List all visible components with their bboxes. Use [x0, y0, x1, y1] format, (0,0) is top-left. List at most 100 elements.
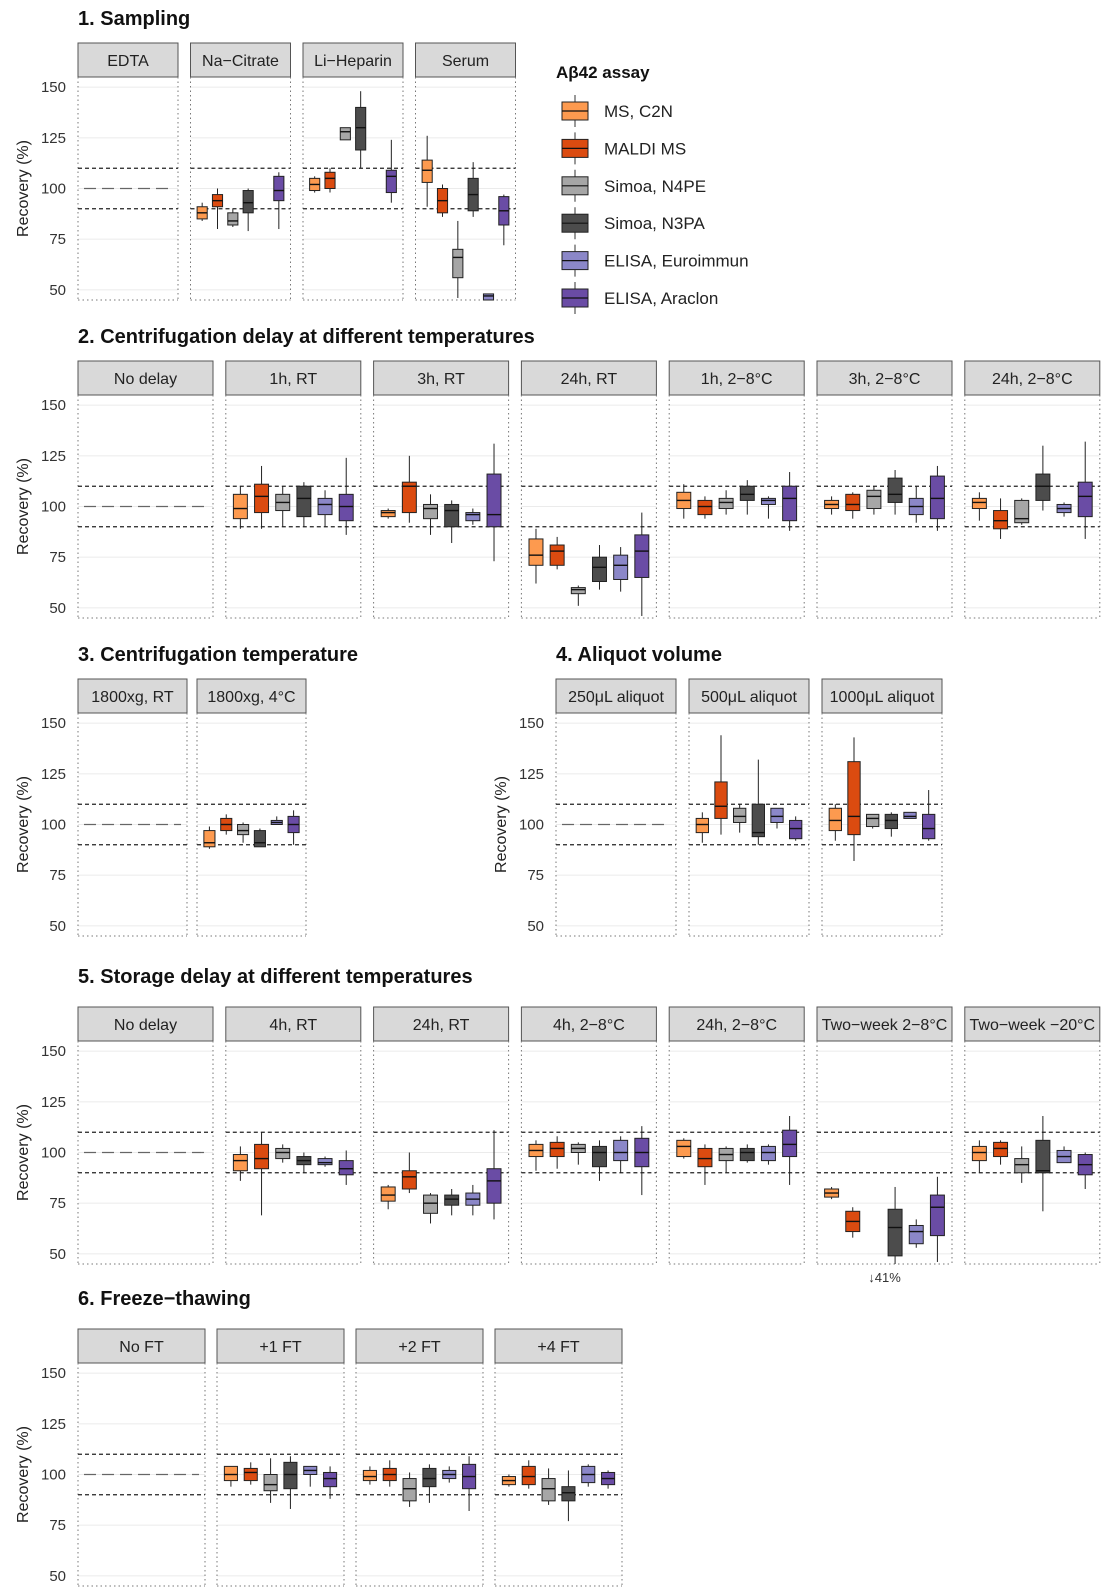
box-ms-c2n: [528, 528, 544, 584]
box-simoa-n3pa: [561, 1470, 576, 1522]
box-elisa-euroimmun: [270, 816, 283, 825]
box-maldi-ms: [697, 1144, 713, 1185]
box-iqr: [613, 1139, 629, 1162]
box-elisa-araclon: [782, 472, 798, 531]
box-elisa-araclon: [385, 139, 397, 203]
box-iqr: [253, 830, 266, 848]
facet-label: +2 FT: [398, 1339, 440, 1356]
box-elisa-araclon: [486, 1130, 502, 1220]
box-elisa-euroimmun: [770, 807, 784, 829]
box-iqr: [695, 817, 709, 834]
panel-group: 6. Freeze−thawing 50 75 100 125 150 Recovery (…: [15, 1288, 623, 1587]
box-elisa-araclon: [323, 1466, 338, 1499]
box-iqr: [789, 819, 803, 840]
box-ms-c2n: [824, 496, 840, 515]
box-iqr: [338, 493, 354, 522]
box-ms-c2n: [501, 1474, 516, 1487]
box-iqr: [317, 497, 333, 516]
y-axis-label: Recovery (%): [15, 458, 32, 555]
box-ms-c2n: [528, 1140, 544, 1171]
box-iqr: [739, 485, 755, 501]
facet-label: +4 FT: [537, 1339, 579, 1356]
y-axis-label: Recovery (%): [15, 1426, 32, 1523]
box-iqr: [613, 554, 629, 580]
y-tick-label: 125: [41, 1416, 66, 1433]
facet-label: 1800xg, 4°C: [207, 689, 295, 706]
facet: 1h, 2−8°C: [668, 360, 805, 619]
box-iqr: [549, 1141, 565, 1158]
box-iqr: [887, 477, 903, 503]
box-maldi-ms: [254, 1132, 270, 1216]
legend-label: MALDI MS: [604, 139, 686, 158]
box-maldi-ms: [382, 1460, 397, 1487]
facet-label: 4h, 2−8°C: [553, 1017, 625, 1034]
facet: Two−week 2−8°C ↓41%: [816, 1006, 953, 1285]
box-elisa-euroimmun: [613, 547, 629, 592]
y-tick-label: 100: [41, 817, 66, 834]
box-iqr: [528, 538, 544, 566]
facet-strip: [816, 1006, 953, 1042]
box-simoa-n3pa: [591, 545, 607, 590]
box-ms-c2n: [380, 508, 396, 519]
y-tick-label: 100: [41, 181, 66, 198]
facet-label: No delay: [114, 1017, 177, 1034]
box-elisa-araclon: [273, 172, 285, 230]
box-elisa-araclon: [601, 1470, 616, 1489]
facet: 24h, RT: [520, 360, 657, 619]
box-maldi-ms: [697, 496, 713, 519]
box-simoa-n4pe: [237, 822, 250, 843]
facet-strip: [821, 678, 943, 714]
box-simoa-n3pa: [751, 759, 765, 845]
box-iqr: [866, 489, 882, 510]
legend-item: Simoa, N3PA: [561, 207, 705, 240]
box-iqr: [422, 1467, 437, 1488]
box-ms-c2n: [676, 484, 692, 519]
box-maldi-ms: [549, 536, 565, 570]
box-elisa-araclon: [338, 1150, 354, 1185]
y-tick-label: 75: [49, 549, 66, 566]
box-ms-c2n: [196, 202, 208, 221]
box-iqr: [338, 1160, 354, 1176]
box-simoa-n4pe: [541, 1468, 556, 1505]
box-iqr: [541, 1478, 556, 1502]
box-iqr: [549, 544, 565, 566]
box-simoa-n3pa: [1035, 1116, 1051, 1212]
y-tick-label: 150: [41, 397, 66, 414]
box-iqr: [993, 1141, 1009, 1158]
y-tick-label: 150: [519, 715, 544, 732]
box-elisa-araclon: [1077, 441, 1093, 539]
box-iqr: [243, 1467, 258, 1482]
box-iqr: [929, 1194, 945, 1237]
facet-label: Na−Citrate: [202, 53, 279, 70]
facet-label: 1h, 2−8°C: [701, 371, 773, 388]
facet-label: 250μL aliquot: [568, 689, 664, 706]
box-iqr: [465, 512, 481, 522]
box-iqr: [884, 813, 898, 830]
facet-strip: [77, 42, 179, 78]
box-simoa-n3pa: [1035, 445, 1051, 511]
facet-label: Serum: [442, 53, 489, 70]
box-iqr: [242, 190, 254, 214]
facet-label: 3h, 2−8°C: [849, 371, 921, 388]
box-simoa-n4pe: [866, 486, 882, 515]
facet: No delay: [77, 360, 214, 619]
box-iqr: [521, 1465, 536, 1486]
box-iqr: [733, 807, 747, 823]
facet: 250μL aliquot: [555, 678, 677, 937]
y-tick-label: 50: [49, 600, 66, 617]
box-maldi-ms: [401, 1152, 417, 1194]
facet: 24h, RT: [373, 1006, 510, 1265]
y-axis-label: Recovery (%): [15, 1104, 32, 1201]
box-simoa-n3pa: [887, 470, 903, 515]
box-elisa-araclon: [789, 816, 803, 841]
box-iqr: [751, 803, 765, 838]
box-elisa-euroimmun: [581, 1464, 596, 1487]
panel-title: 1. Sampling: [78, 8, 190, 30]
y-tick-label: 50: [49, 918, 66, 935]
panel-title: 3. Centrifugation temperature: [78, 644, 358, 666]
box-maldi-ms: [993, 1140, 1009, 1165]
box-simoa-n3pa: [884, 812, 898, 837]
facet-annotation: ↓41%: [868, 1270, 901, 1285]
box-elisa-euroimmun: [908, 486, 924, 523]
facet-strip: [77, 360, 214, 396]
